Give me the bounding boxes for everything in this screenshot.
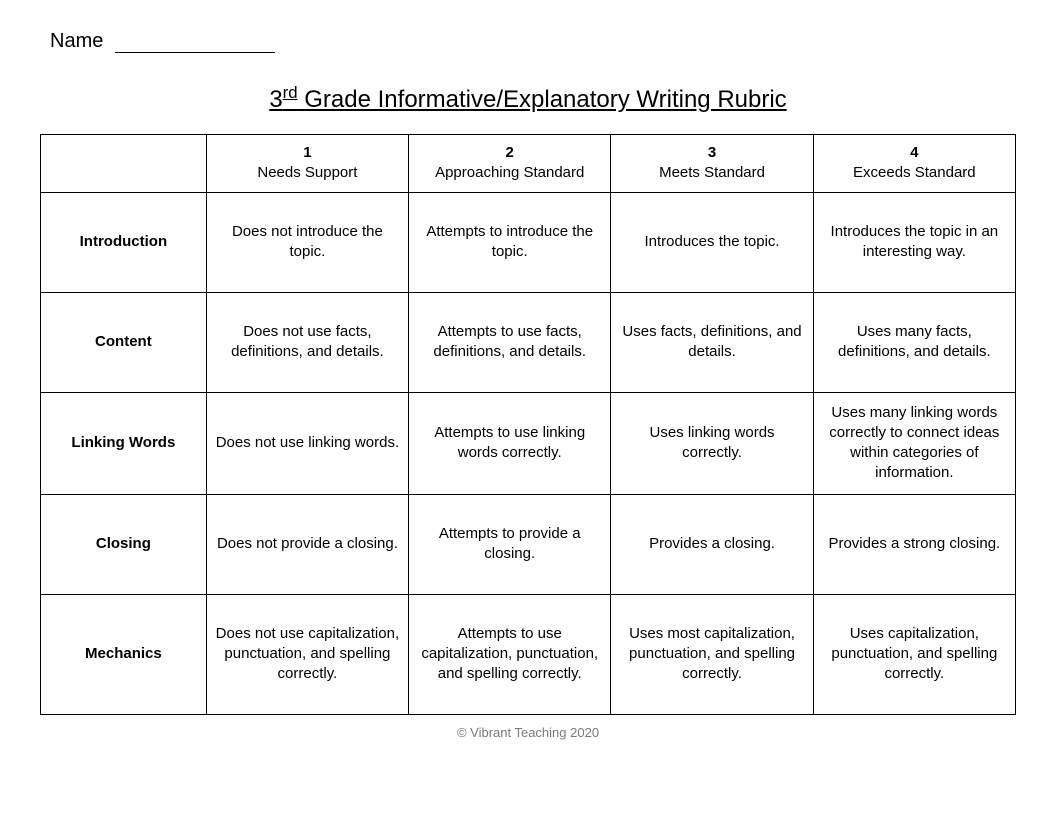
level-num: 3 <box>617 143 806 163</box>
cell: Attempts to use capitalization, punctuat… <box>409 594 611 714</box>
criteria-label: Content <box>41 292 207 392</box>
page-title: 3rd Grade Informative/Explanatory Writin… <box>269 83 786 114</box>
cell: Provides a closing. <box>611 494 813 594</box>
table-header-row: 1 Needs Support 2 Approaching Standard 3… <box>41 135 1016 193</box>
footer-copyright: © Vibrant Teaching 2020 <box>40 725 1016 740</box>
header-level-2: 2 Approaching Standard <box>409 135 611 193</box>
cell: Uses facts, definitions, and details. <box>611 292 813 392</box>
title-rest: Grade Informative/Explanatory Writing Ru… <box>298 86 787 113</box>
name-input-line[interactable] <box>115 52 275 53</box>
cell: Does not introduce the topic. <box>206 192 408 292</box>
cell: Uses most capitalization, punctuation, a… <box>611 594 813 714</box>
table-row: Introduction Does not introduce the topi… <box>41 192 1016 292</box>
criteria-label: Mechanics <box>41 594 207 714</box>
name-label: Name <box>50 30 103 52</box>
table-row: Closing Does not provide a closing. Atte… <box>41 494 1016 594</box>
title-prefix: 3 <box>269 86 282 113</box>
level-label: Exceeds Standard <box>820 163 1009 183</box>
page: Name 3rd Grade Informative/Explanatory W… <box>0 0 1056 760</box>
title-wrap: 3rd Grade Informative/Explanatory Writin… <box>40 83 1016 114</box>
cell: Provides a strong closing. <box>813 494 1015 594</box>
cell: Does not provide a closing. <box>206 494 408 594</box>
level-label: Needs Support <box>213 163 402 183</box>
title-ordinal: rd <box>283 83 298 102</box>
header-level-4: 4 Exceeds Standard <box>813 135 1015 193</box>
level-num: 1 <box>213 143 402 163</box>
cell: Attempts to use linking words correctly. <box>409 392 611 494</box>
header-level-1: 1 Needs Support <box>206 135 408 193</box>
level-num: 4 <box>820 143 1009 163</box>
rubric-table: 1 Needs Support 2 Approaching Standard 3… <box>40 134 1016 715</box>
level-num: 2 <box>415 143 604 163</box>
criteria-label: Introduction <box>41 192 207 292</box>
cell: Attempts to provide a closing. <box>409 494 611 594</box>
cell: Does not use capitalization, punctuation… <box>206 594 408 714</box>
cell: Does not use facts, definitions, and det… <box>206 292 408 392</box>
cell: Uses linking words correctly. <box>611 392 813 494</box>
table-row: Mechanics Does not use capitalization, p… <box>41 594 1016 714</box>
table-row: Content Does not use facts, definitions,… <box>41 292 1016 392</box>
level-label: Meets Standard <box>617 163 806 183</box>
cell: Uses many facts, definitions, and detail… <box>813 292 1015 392</box>
table-row: Linking Words Does not use linking words… <box>41 392 1016 494</box>
cell: Uses many linking words correctly to con… <box>813 392 1015 494</box>
cell: Attempts to introduce the topic. <box>409 192 611 292</box>
criteria-label: Linking Words <box>41 392 207 494</box>
header-level-3: 3 Meets Standard <box>611 135 813 193</box>
cell: Does not use linking words. <box>206 392 408 494</box>
name-row: Name <box>40 30 1016 53</box>
cell: Uses capitalization, punctuation, and sp… <box>813 594 1015 714</box>
cell: Introduces the topic. <box>611 192 813 292</box>
cell: Attempts to use facts, definitions, and … <box>409 292 611 392</box>
criteria-label: Closing <box>41 494 207 594</box>
cell: Introduces the topic in an interesting w… <box>813 192 1015 292</box>
level-label: Approaching Standard <box>415 163 604 183</box>
header-empty <box>41 135 207 193</box>
